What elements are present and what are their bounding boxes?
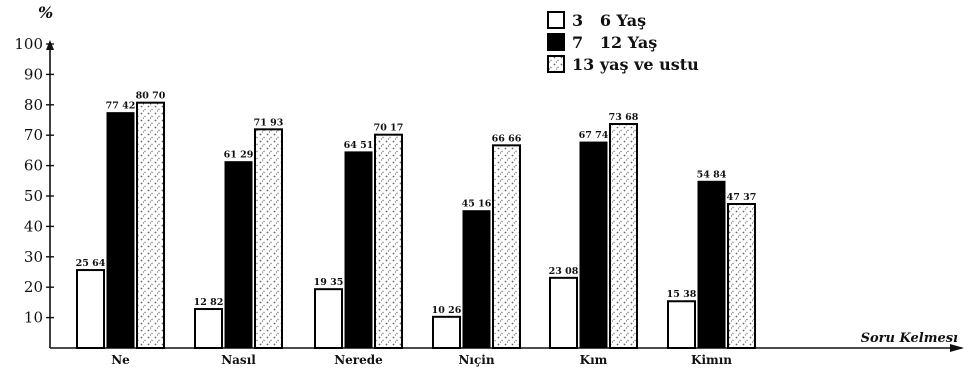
y-tick-label: 30	[24, 248, 43, 266]
chart-legend: 3 6 Yaş 7 12 Yaş 13 yaş ve ustu	[547, 11, 699, 74]
x-axis-title: Soru Kelmesı	[861, 331, 958, 346]
y-tick-label: 80	[24, 96, 43, 114]
chart-bars	[76, 101, 756, 350]
category-label: Nıçin	[458, 353, 494, 367]
bar-kım-series-1	[549, 276, 578, 349]
data-label: 80 70	[136, 91, 166, 102]
bar-kım-series-2	[579, 141, 608, 349]
data-label: 10 26	[432, 305, 462, 316]
bar-kimın-series-3	[727, 202, 756, 349]
bar-kimın-series-2	[697, 180, 726, 349]
data-label: 19 35	[314, 277, 344, 288]
legend-swatch	[547, 11, 565, 29]
category-label: Nerede	[334, 353, 383, 367]
bar-nasıl-series-2	[224, 161, 253, 349]
bar-nerede-series-2	[344, 151, 373, 349]
y-tick-label: 20	[24, 278, 43, 296]
data-label: 70 17	[374, 123, 404, 134]
bar-nasıl-series-3	[254, 128, 283, 349]
y-tick-label: 40	[24, 217, 43, 235]
y-tick-label: 90	[24, 65, 43, 83]
data-label: 73 68	[609, 112, 639, 123]
data-label: 25 64	[76, 258, 106, 269]
category-label: Ne	[111, 353, 130, 367]
bar-nerede-series-3	[374, 133, 403, 349]
y-axis-unit-label: %	[38, 3, 53, 22]
data-label: 54 84	[697, 169, 727, 180]
category-label: Nasıl	[221, 353, 256, 367]
y-tick-label: 70	[24, 126, 43, 144]
bar-kım-series-3	[609, 123, 638, 349]
bar-ne-series-1	[76, 269, 105, 350]
data-label: 15 38	[667, 289, 697, 300]
bar-kimın-series-1	[667, 300, 696, 350]
data-label: 61 29	[224, 150, 254, 161]
data-label: 77 42	[106, 101, 136, 112]
data-label: 23 08	[549, 266, 579, 277]
bar-nerede-series-1	[314, 288, 343, 349]
bar-nıçin-series-2	[462, 210, 491, 349]
category-label: Kimın	[691, 353, 732, 367]
legend-swatch	[547, 33, 565, 51]
data-label: 67 74	[579, 130, 609, 141]
legend-label: 7 12 Yaş	[572, 33, 657, 52]
bar-nıçin-series-3	[492, 144, 521, 349]
y-tick-label: 60	[24, 157, 43, 175]
data-label: 66 66	[492, 133, 522, 144]
bar-nıçin-series-1	[432, 315, 461, 349]
legend-label: 3 6 Yaş	[572, 11, 646, 30]
bar-ne-series-3	[136, 101, 165, 349]
y-axis-arrow	[46, 40, 54, 50]
y-tick-label: 50	[24, 187, 43, 205]
legend-label: 13 yaş ve ustu	[572, 55, 699, 74]
data-label: 64 51	[344, 140, 374, 151]
y-tick-label: 10	[24, 309, 43, 327]
x-axis-arrow	[950, 344, 964, 352]
bar-ne-series-2	[106, 112, 135, 349]
legend-swatch	[547, 55, 565, 73]
bar-nasıl-series-1	[194, 308, 223, 349]
y-tick-label: 100	[14, 35, 43, 53]
category-label: Kım	[580, 353, 608, 367]
data-label: 47 37	[727, 192, 757, 203]
data-label: 12 82	[194, 297, 224, 308]
data-label: 45 16	[462, 199, 492, 210]
data-label: 71 93	[254, 117, 284, 128]
